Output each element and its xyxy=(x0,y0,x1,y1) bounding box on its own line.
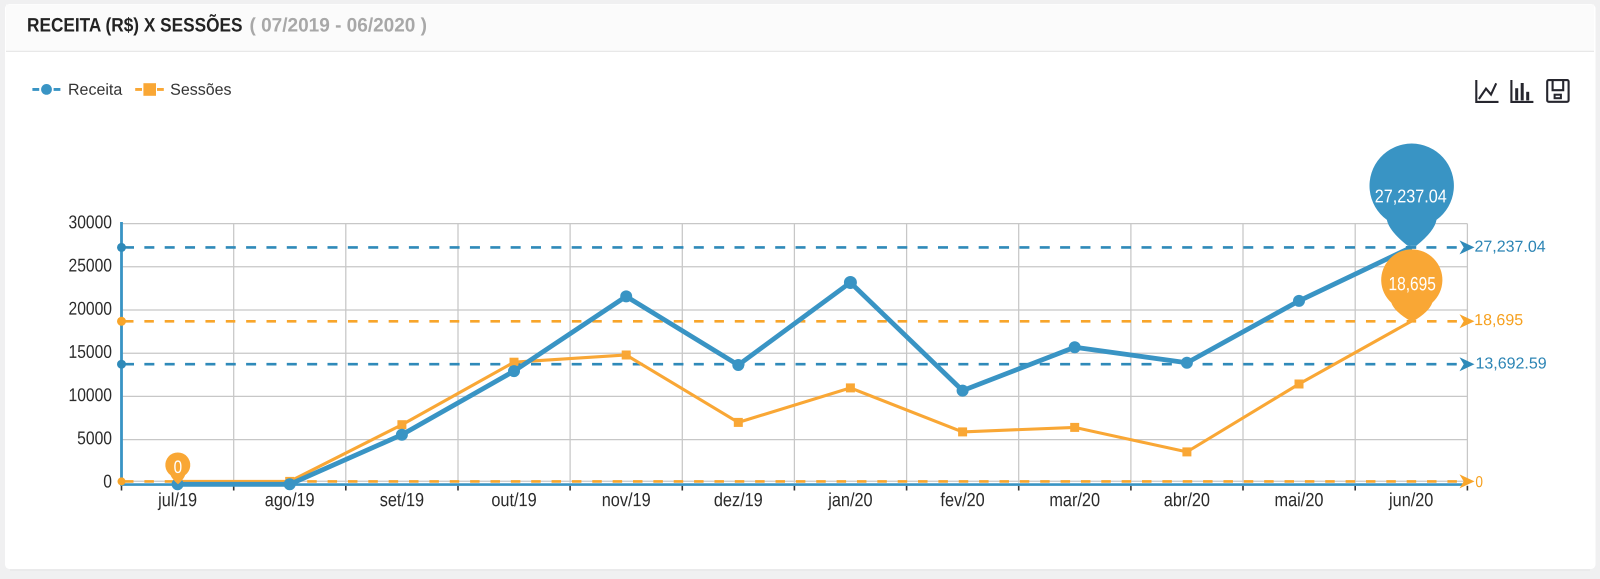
svg-text:RECEITA (R$) X SESSÕES: RECEITA (R$) X SESSÕES xyxy=(27,12,243,36)
svg-text:Sessões: Sessões xyxy=(170,82,231,99)
svg-text:27,237.04: 27,237.04 xyxy=(1474,239,1545,256)
svg-text:25000: 25000 xyxy=(68,254,112,275)
svg-text:0: 0 xyxy=(1475,474,1483,491)
svg-text:out/19: out/19 xyxy=(491,490,536,511)
svg-text:jul/19: jul/19 xyxy=(157,490,197,511)
svg-text:abr/20: abr/20 xyxy=(1164,490,1210,511)
svg-text:10000: 10000 xyxy=(68,384,112,405)
svg-text:18,695: 18,695 xyxy=(1389,274,1436,295)
svg-text:jun/20: jun/20 xyxy=(1388,490,1433,511)
svg-text:5000: 5000 xyxy=(77,427,112,448)
svg-text:mar/20: mar/20 xyxy=(1049,490,1100,511)
svg-text:jan/20: jan/20 xyxy=(827,490,872,511)
svg-text:0: 0 xyxy=(174,457,183,477)
svg-text:ago/19: ago/19 xyxy=(265,490,315,511)
svg-text:15000: 15000 xyxy=(68,341,112,362)
svg-text:set/19: set/19 xyxy=(380,490,424,511)
svg-text:dez/19: dez/19 xyxy=(714,490,763,511)
svg-text:20000: 20000 xyxy=(68,298,112,319)
svg-text:Receita: Receita xyxy=(68,82,122,99)
svg-text:mai/20: mai/20 xyxy=(1275,490,1324,511)
svg-text:( 07/2019 - 06/2020 ): ( 07/2019 - 06/2020 ) xyxy=(249,14,427,36)
svg-text:fev/20: fev/20 xyxy=(940,490,984,511)
svg-text:27,237.04: 27,237.04 xyxy=(1375,185,1447,206)
svg-text:18,695: 18,695 xyxy=(1474,312,1523,329)
svg-text:0: 0 xyxy=(103,470,112,491)
svg-text:nov/19: nov/19 xyxy=(602,490,651,511)
svg-text:13,692.59: 13,692.59 xyxy=(1475,355,1546,372)
svg-text:30000: 30000 xyxy=(68,211,112,232)
